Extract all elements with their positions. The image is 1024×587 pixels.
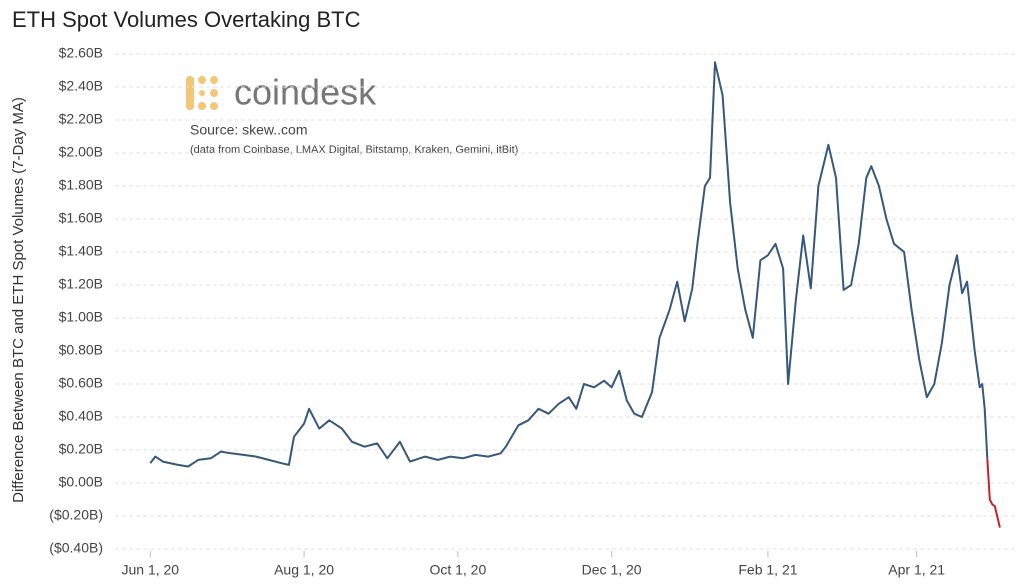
y-tick-label: $0.60B — [59, 375, 103, 391]
y-tick-label: $0.80B — [59, 342, 103, 358]
y-tick-label: $0.40B — [59, 408, 103, 424]
y-tick-label: $1.60B — [59, 210, 103, 226]
y-tick-label: $2.20B — [59, 111, 103, 127]
logo-text: coindesk — [234, 72, 377, 113]
y-tick-label: ($0.20B) — [49, 507, 103, 523]
y-tick-label: $1.20B — [59, 276, 103, 292]
y-tick-label: $2.00B — [59, 144, 103, 160]
data-line — [149, 61, 989, 468]
y-axis-label: Difference Between BTC and ETH Spot Volu… — [10, 97, 27, 503]
y-tick-label: ($0.40B) — [49, 540, 103, 556]
x-tick-label: Jun 1, 20 — [121, 562, 179, 578]
y-tick-label: $2.60B — [59, 45, 103, 61]
x-tick-label: Dec 1, 20 — [582, 562, 642, 578]
y-tick-label: $1.80B — [59, 177, 103, 193]
x-tick-label: Aug 1, 20 — [274, 562, 334, 578]
logo-icon — [186, 76, 218, 110]
y-tick-label: $1.00B — [59, 309, 103, 325]
x-tick-label: Oct 1, 20 — [429, 562, 486, 578]
y-tick-label: $0.20B — [59, 441, 103, 457]
source-text: Source: skew..com — [190, 122, 308, 138]
y-tick-label: $2.40B — [59, 78, 103, 94]
chart-title: ETH Spot Volumes Overtaking BTC — [12, 7, 361, 32]
note-text: (data from Coinbase, LMAX Digital, Bitst… — [190, 144, 518, 156]
y-tick-label: $0.00B — [59, 474, 103, 490]
data-line — [986, 458, 1001, 528]
y-tick-label: $1.40B — [59, 243, 103, 259]
x-tick-label: Apr 1, 21 — [888, 562, 945, 578]
x-tick-label: Feb 1, 21 — [738, 562, 797, 578]
